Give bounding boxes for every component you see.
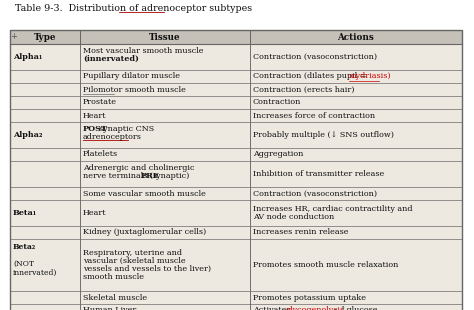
Bar	[249, 70, 462, 83]
Text: vascular (skeletal muscle: vascular (skeletal muscle	[83, 257, 186, 265]
Bar	[10, 200, 80, 226]
Text: synaptic): synaptic)	[153, 172, 190, 180]
Text: (NOT: (NOT	[13, 260, 34, 268]
Bar	[10, 70, 80, 83]
Bar	[80, 109, 249, 122]
Bar	[80, 96, 249, 109]
Text: Pupillary dilator muscle: Pupillary dilator muscle	[83, 73, 180, 81]
Text: Probably multiple (↓ SNS outflow): Probably multiple (↓ SNS outflow)	[253, 131, 393, 139]
Text: Human Liver: Human Liver	[83, 307, 137, 310]
Text: vessels and vessels to the liver): vessels and vessels to the liver)	[83, 265, 211, 273]
Text: - ↑glucose: - ↑glucose	[332, 307, 378, 310]
Bar	[10, 122, 80, 148]
Text: Increases HR, cardiac contractility and: Increases HR, cardiac contractility and	[253, 205, 412, 213]
Bar	[10, 44, 80, 70]
Text: Contraction (vasoconstriction): Contraction (vasoconstriction)	[253, 189, 377, 197]
Text: Pilomotor smooth muscle: Pilomotor smooth muscle	[83, 86, 186, 94]
Bar	[10, 148, 80, 161]
Text: (innervated): (innervated)	[83, 55, 139, 63]
Bar	[80, 239, 249, 291]
Bar	[80, 70, 249, 83]
Bar	[80, 226, 249, 239]
Text: Respiratory, uterine and: Respiratory, uterine and	[83, 249, 182, 257]
Bar	[249, 239, 462, 291]
Bar	[80, 161, 249, 187]
Bar	[249, 44, 462, 70]
Text: Increases force of contraction: Increases force of contraction	[253, 112, 374, 119]
Bar	[249, 304, 462, 310]
Text: Table 9-3.  Distribution of adrenoceptor subtypes: Table 9-3. Distribution of adrenoceptor …	[15, 4, 252, 13]
Bar	[80, 200, 249, 226]
Text: POST: POST	[83, 125, 108, 133]
Bar	[10, 109, 80, 122]
Text: Type: Type	[34, 33, 56, 42]
Text: PRE: PRE	[140, 172, 159, 180]
Text: Inhibition of transmitter release: Inhibition of transmitter release	[253, 170, 384, 178]
Text: Increases renin release: Increases renin release	[253, 228, 348, 237]
Text: glycogenolysis: glycogenolysis	[286, 307, 345, 310]
Bar	[80, 148, 249, 161]
Bar	[249, 148, 462, 161]
Bar	[249, 291, 462, 304]
Bar	[249, 30, 462, 44]
Bar	[249, 161, 462, 187]
Bar	[10, 30, 80, 44]
Text: Skeletal muscle: Skeletal muscle	[83, 294, 147, 302]
Bar	[10, 226, 80, 239]
Text: Contraction (vasoconstriction): Contraction (vasoconstriction)	[253, 53, 377, 61]
Bar	[10, 161, 80, 187]
Bar	[10, 30, 462, 44]
Bar	[249, 109, 462, 122]
Bar	[249, 226, 462, 239]
Text: Kidney (juxtaglomerular cells): Kidney (juxtaglomerular cells)	[83, 228, 206, 237]
Bar	[249, 96, 462, 109]
Text: Heart: Heart	[83, 112, 107, 119]
Bar	[80, 187, 249, 200]
Text: AV node conduction: AV node conduction	[253, 213, 334, 221]
Text: Alpha₂: Alpha₂	[13, 131, 43, 139]
Bar	[10, 83, 80, 96]
Text: Promotes potassium uptake: Promotes potassium uptake	[253, 294, 365, 302]
Text: Beta₂: Beta₂	[13, 243, 36, 251]
Text: Contraction (dilates pupil =: Contraction (dilates pupil =	[253, 73, 369, 81]
Bar	[80, 291, 249, 304]
Text: Contraction: Contraction	[253, 99, 301, 107]
Text: Alpha₁: Alpha₁	[13, 53, 42, 61]
Text: Prostate: Prostate	[83, 99, 117, 107]
Text: Activates: Activates	[253, 307, 292, 310]
Text: Contraction (erects hair): Contraction (erects hair)	[253, 86, 354, 94]
Bar	[249, 122, 462, 148]
Text: Aggregation: Aggregation	[253, 150, 303, 158]
Text: Adrenergic and cholinergic: Adrenergic and cholinergic	[83, 164, 194, 172]
Text: +: +	[10, 32, 17, 41]
Text: mydriasis): mydriasis)	[349, 73, 392, 81]
Text: Some vascular smooth muscle: Some vascular smooth muscle	[83, 189, 206, 197]
Bar	[10, 304, 80, 310]
Text: Promotes smooth muscle relaxation: Promotes smooth muscle relaxation	[253, 261, 398, 269]
Text: Actions: Actions	[337, 33, 374, 42]
Bar	[10, 187, 80, 200]
Text: Tissue: Tissue	[149, 33, 181, 42]
Bar	[249, 200, 462, 226]
Text: synaptic CNS: synaptic CNS	[100, 125, 155, 133]
Bar	[80, 122, 249, 148]
Text: Most vascular smooth muscle: Most vascular smooth muscle	[83, 47, 203, 55]
Bar	[80, 304, 249, 310]
Bar	[249, 187, 462, 200]
Text: adrenoceptors: adrenoceptors	[83, 133, 142, 141]
Bar	[10, 291, 80, 304]
Bar	[80, 83, 249, 96]
Text: Beta₁: Beta₁	[13, 209, 37, 217]
Bar	[80, 30, 249, 44]
Text: Platelets: Platelets	[83, 150, 118, 158]
Text: Heart: Heart	[83, 209, 107, 217]
Text: smooth muscle: smooth muscle	[83, 273, 144, 281]
Bar	[80, 44, 249, 70]
Bar	[10, 239, 80, 291]
Bar	[249, 83, 462, 96]
Bar	[10, 96, 80, 109]
Text: nerve terminals (: nerve terminals (	[83, 172, 153, 180]
Text: innervated): innervated)	[13, 268, 57, 277]
